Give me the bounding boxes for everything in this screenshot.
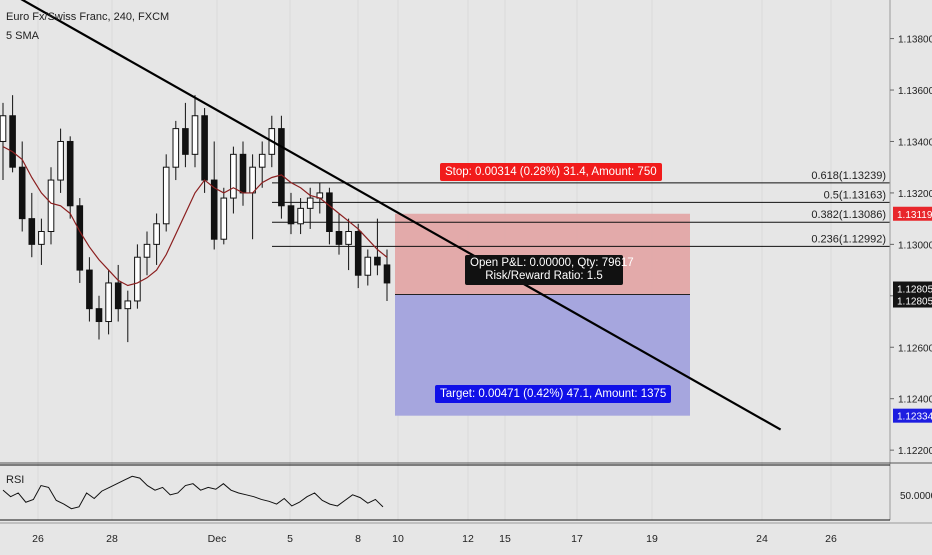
candle-body-23 [220,197,228,240]
chart-title: Euro Fx/Swiss Franc, 240, FXCM [6,11,170,23]
stop-label: Stop: 0.00314 (0.28%) 31.4, Amount: 750 [440,163,662,181]
price-tag-0: 1.13119 [897,210,932,221]
candle-body-36 [345,231,352,245]
price-tick-label-0: 1.13800 [898,35,932,46]
rsi-label: RSI [6,474,25,486]
candle-body-3 [28,218,36,245]
price-tick-label-3: 1.13200 [898,189,932,200]
pnl-box: Open P&L: 0.00000, Qty: 79617 Risk/Rewar… [465,255,634,285]
sma-label: 5 SMA [6,30,40,42]
candle-body-38 [364,256,372,276]
fib-label-2: 0.382(1.13086) [811,209,886,221]
candle-body-30 [287,205,295,225]
candle-body-40 [383,264,391,284]
time-tick-label-6: 12 [462,533,474,545]
rsi-tick-label: 50.0000 [900,491,932,502]
time-tick-label-10: 24 [756,533,768,545]
time-tick-label-5: 10 [392,533,404,545]
candle-body-35 [335,231,343,245]
price-tag-bg-0 [893,206,932,221]
candles [0,95,391,343]
time-tick-label-11: 26 [825,533,837,545]
target-label: Target: 0.00471 (0.42%) 47.1, Amount: 13… [435,385,672,403]
price-tick-label-4: 1.13000 [898,240,932,251]
candle-body-18 [172,128,180,168]
candle-body-31 [297,207,304,225]
candle-body-7 [66,140,74,207]
time-tick-label-0: 26 [32,533,44,545]
candle-body-0 [0,115,7,142]
candle-body-39 [374,256,381,266]
candle-body-11 [105,282,112,323]
candle-body-16 [153,223,160,245]
rsi-line [2,475,384,510]
fib-label-0: 0.618(1.13239) [811,170,886,182]
candle-body-10 [95,308,103,323]
price-tag-bg-1 [893,281,932,296]
fib-label-1: 0.5(1.13163) [824,189,886,201]
candle-body-13 [124,300,132,310]
time-tick-label-9: 19 [646,533,658,545]
pnl-text: Open P&L: 0.00000, Qty: 79617 [470,257,634,269]
price-tick-label-7: 1.12400 [898,395,932,406]
candle-body-17 [162,166,170,225]
candle-body-20 [191,115,199,155]
price-tag-bg-2 [893,293,932,308]
candle-body-32 [306,197,314,209]
candle-body-2 [18,166,26,220]
candle-body-27 [258,153,266,168]
risk-reward-text: Risk/Reward Ratio: 1.5 [485,270,603,282]
time-tick-label-3: 5 [287,533,293,545]
candle-body-22 [210,179,218,240]
candle-body-12 [114,282,122,310]
candle-body-14 [134,256,141,302]
trendline [20,0,782,431]
candle-body-29 [278,128,285,207]
time-tick-label-1: 28 [106,533,118,545]
price-tag-bg-3 [893,408,932,423]
price-tag-2: 1.12805 [897,297,932,308]
candle-body-37 [354,231,362,276]
candle-body-24 [230,153,237,199]
price-tag-3: 1.12334 [897,412,932,423]
time-tick-label-7: 15 [499,533,511,545]
time-tick-label-2: Dec [208,533,227,545]
candle-body-21 [201,115,208,181]
candle-body-1 [9,115,16,168]
time-tick-label-4: 8 [355,533,361,545]
sma-line [2,146,388,287]
candle-body-4 [38,231,45,245]
candle-body-15 [143,243,151,258]
price-tag-1: 1.12805 [897,285,932,296]
candle-body-5 [47,179,55,232]
candle-body-26 [249,166,256,194]
candle-body-19 [182,128,189,155]
candle-body-6 [57,140,64,181]
price-tick-label-8: 1.12200 [898,446,932,457]
price-tick-label-2: 1.13400 [898,137,932,148]
time-tick-label-8: 17 [571,533,583,545]
candle-body-34 [326,192,333,233]
fib-label-3: 0.236(1.12992) [811,233,886,245]
candle-body-25 [239,153,247,194]
price-tick-label-1: 1.13600 [898,86,932,97]
candle-body-9 [86,269,93,310]
candle-body-8 [76,205,84,271]
price-tick-label-6: 1.12600 [898,343,932,354]
